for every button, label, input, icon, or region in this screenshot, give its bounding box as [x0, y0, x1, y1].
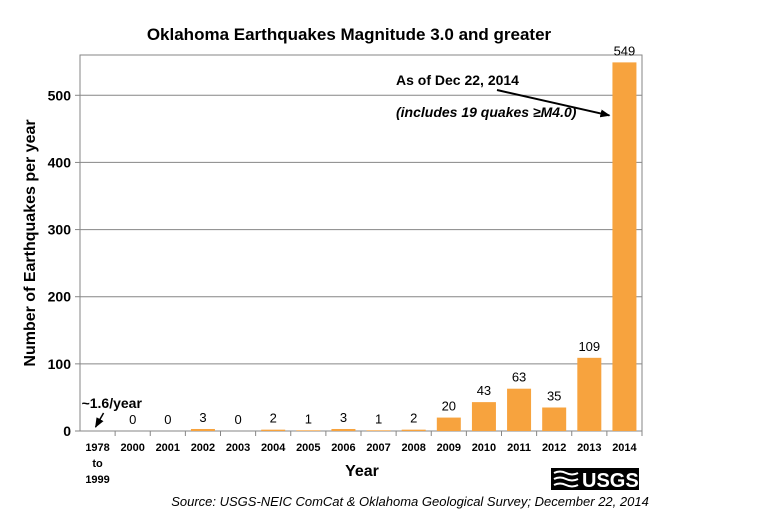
- bar: [261, 429, 286, 431]
- x-tick-label: 2013: [577, 442, 601, 454]
- x-tick-label: 2003: [226, 442, 250, 454]
- x-axis-label: Year: [345, 463, 379, 480]
- x-tick-label: 2002: [191, 442, 215, 454]
- data-label: 0: [234, 412, 241, 427]
- bars: [190, 62, 637, 432]
- bar: [366, 430, 391, 431]
- y-tick-label: 500: [48, 87, 72, 103]
- bar: [190, 428, 215, 431]
- data-labels: 0 0 3 0 2 1 3 1 2 20 43 63 35 109 549 ~1.6/year: [82, 43, 636, 428]
- x-tick-label: 2008: [401, 442, 425, 454]
- bar: [436, 417, 461, 431]
- data-label: 109: [578, 339, 600, 354]
- data-label: 20: [442, 399, 456, 414]
- source-note: Source: USGS-NEIC ComCat & Oklahoma Geol…: [171, 494, 649, 509]
- x-tick-label: 2004: [261, 442, 286, 454]
- bar: [577, 357, 602, 431]
- data-label: 2: [270, 411, 277, 426]
- data-label: 35: [547, 389, 561, 404]
- bar: [612, 62, 637, 432]
- rate-arrow: [94, 412, 105, 428]
- bar: [401, 429, 426, 431]
- data-label: 0: [129, 412, 136, 427]
- grid: [80, 94, 642, 365]
- bar: [296, 430, 321, 431]
- x-tick-label: 2014: [612, 442, 637, 454]
- x-tick-label: to: [92, 458, 103, 470]
- data-label: 2: [410, 411, 417, 426]
- y-axis: 0 100 200 300 400 500: [48, 87, 80, 439]
- y-tick-label: 400: [48, 154, 72, 170]
- chart-title: Oklahoma Earthquakes Magnitude 3.0 and g…: [147, 25, 552, 44]
- y-axis-label: Number of Earthquakes per year: [22, 119, 39, 366]
- logo-text: USGS: [582, 470, 639, 492]
- annotation-date: As of Dec 22, 2014: [396, 72, 519, 88]
- data-label: 3: [340, 410, 347, 425]
- annotations: As of Dec 22, 2014 (includes 19 quakes ≥M…: [396, 72, 611, 120]
- annotation-arrow: [496, 89, 611, 118]
- x-tick-label: 2001: [156, 442, 180, 454]
- y-tick-label: 300: [48, 222, 72, 238]
- x-tick-label: 2011: [507, 442, 531, 454]
- bar: [471, 402, 496, 431]
- x-axis: 1978 to 1999 2000 2001 2002 2003 2004 2005 2006 20…: [85, 431, 643, 486]
- x-tick-label: 2006: [331, 442, 355, 454]
- x-tick-label: 2010: [472, 442, 496, 454]
- data-label: 43: [477, 383, 491, 398]
- x-tick-label: 2009: [437, 442, 461, 454]
- annotation-m4: (includes 19 quakes ≥M4.0): [396, 104, 577, 120]
- x-tick-label: 1978: [85, 442, 109, 454]
- usgs-wave-logo: USGS: [551, 468, 639, 492]
- x-tick-label: 2012: [542, 442, 566, 454]
- y-tick-label: 100: [48, 356, 72, 372]
- data-label: 1: [305, 411, 312, 426]
- x-tick-label: 2007: [366, 442, 390, 454]
- bar: [507, 388, 532, 431]
- data-label: 549: [614, 43, 636, 58]
- y-tick-label: 200: [48, 289, 72, 305]
- x-tick-label: 2005: [296, 442, 320, 454]
- data-label: 1: [375, 411, 382, 426]
- data-label: 63: [512, 370, 526, 385]
- bar: [542, 407, 567, 431]
- x-tick-label: 2000: [120, 442, 144, 454]
- bar: [331, 428, 356, 431]
- y-tick-label: 0: [63, 423, 71, 439]
- rate-label: ~1.6/year: [82, 395, 143, 411]
- x-tick-label: 1999: [85, 474, 109, 486]
- data-label: 0: [164, 412, 171, 427]
- data-label: 3: [199, 410, 206, 425]
